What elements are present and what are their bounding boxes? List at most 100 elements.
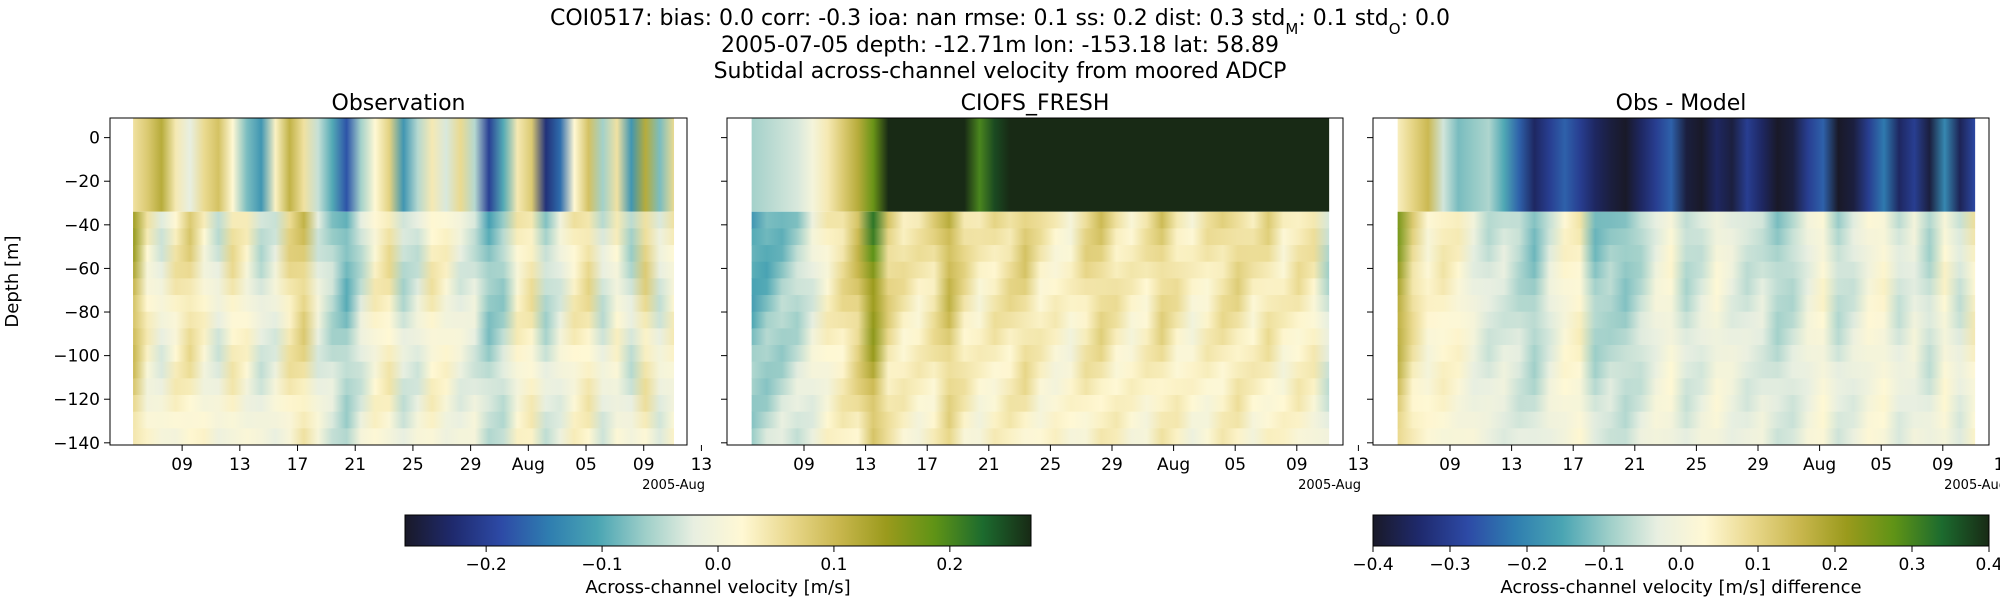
x-tick-label: 17 bbox=[1562, 455, 1584, 475]
heatmap-layer bbox=[133, 295, 675, 313]
heatmap-layer bbox=[751, 395, 1330, 413]
x-tick-label: 13 bbox=[1348, 455, 1370, 475]
heatmap-upper-band bbox=[751, 118, 1330, 212]
heatmap-layer bbox=[133, 428, 675, 446]
heatmap-layer bbox=[133, 228, 675, 246]
x-offset-label: 2005-Aug bbox=[1944, 478, 2000, 493]
panel-title: CIOFS_FRESH bbox=[961, 91, 1110, 116]
heatmap-layer bbox=[751, 361, 1330, 379]
colorbar-label: Across-channel velocity [m/s] difference bbox=[1500, 577, 1861, 598]
x-tick-label: 09 bbox=[1286, 455, 1308, 475]
y-tick-label: −60 bbox=[64, 259, 100, 279]
y-tick-label: −100 bbox=[53, 347, 100, 367]
y-tick-label: 0 bbox=[89, 129, 100, 149]
x-tick-label: Aug bbox=[512, 455, 545, 475]
heatmap-layer bbox=[1397, 311, 1976, 329]
y-tick-label: −140 bbox=[53, 434, 100, 454]
panel-title: Observation bbox=[332, 91, 466, 116]
x-tick-label: 25 bbox=[402, 455, 424, 475]
axes-frame bbox=[1372, 117, 1990, 446]
figure-title-line1: COI0517: bias: 0.0 corr: -0.3 ioa: nan r… bbox=[550, 6, 1450, 38]
axes-frame bbox=[726, 117, 1344, 446]
heatmap-layer bbox=[133, 378, 675, 396]
y-tick-label: −40 bbox=[64, 216, 100, 236]
heatmap-layer bbox=[751, 211, 1330, 229]
colorbar-1: −0.2 −0.1 0.0 0.1 0.2 Across-channel velocity… bbox=[404, 514, 1032, 598]
heatmap-layer bbox=[751, 378, 1330, 396]
colorbar-gradient bbox=[404, 514, 1032, 547]
y-axis-label: Depth [m] bbox=[2, 235, 23, 327]
heatmap-layer bbox=[751, 311, 1330, 329]
colorbar-tick-label: 0.3 bbox=[1898, 555, 1925, 575]
colorbar-tick-label: −0.2 bbox=[466, 555, 507, 575]
heatmap-layer bbox=[751, 278, 1330, 296]
colorbar-tick-label: −0.1 bbox=[581, 555, 622, 575]
heatmap-layer bbox=[133, 328, 675, 346]
heatmap-layer bbox=[133, 361, 675, 379]
x-tick-label: 13 bbox=[1994, 455, 2000, 475]
panel-2: CIOFS_FRESH 09 13 17 21 25 29 Aug 05 09 13 2005-Aug bbox=[721, 91, 1369, 493]
y-tick-label: −120 bbox=[53, 390, 100, 410]
x-tick-label: 13 bbox=[855, 455, 877, 475]
heatmap-layer bbox=[1397, 411, 1976, 429]
heatmap-layer bbox=[751, 228, 1330, 246]
colorbar-tick-label: 0.1 bbox=[1744, 555, 1771, 575]
heatmap-layer bbox=[1397, 345, 1976, 363]
x-tick-label: 09 bbox=[633, 455, 655, 475]
heatmap-upper-band bbox=[133, 118, 675, 212]
heatmap-layer bbox=[133, 211, 675, 229]
heatmap-layer bbox=[133, 395, 675, 413]
panel-3: Obs - Model 09 13 17 21 25 29 Aug 05 09 13 2005-Aug bbox=[1367, 91, 2000, 493]
heatmap-layer bbox=[751, 295, 1330, 313]
x-tick-label: 13 bbox=[691, 455, 713, 475]
x-tick-label: 13 bbox=[1501, 455, 1523, 475]
heatmap-layer bbox=[751, 261, 1330, 279]
x-offset-label: 2005-Aug bbox=[642, 478, 705, 493]
x-tick-label: 09 bbox=[1932, 455, 1954, 475]
colorbar-2: −0.4 −0.3 −0.2 −0.1 0.0 0.1 0.2 0.3 0.4 Across-ch… bbox=[1352, 514, 2000, 598]
x-tick-label: 25 bbox=[1040, 455, 1062, 475]
x-tick-label: 13 bbox=[229, 455, 251, 475]
heatmap-layer bbox=[751, 328, 1330, 346]
x-tick-label: 17 bbox=[287, 455, 309, 475]
heatmap-upper-band bbox=[1397, 118, 1976, 212]
colorbar-tick-label: −0.3 bbox=[1429, 555, 1470, 575]
x-tick-label: 21 bbox=[1624, 455, 1646, 475]
x-tick-label: Aug bbox=[1157, 455, 1190, 475]
heatmap-layer bbox=[1397, 278, 1976, 296]
heatmap-layer bbox=[751, 345, 1330, 363]
y-tick-label: −20 bbox=[64, 172, 100, 192]
heatmap-layer bbox=[1397, 228, 1976, 246]
panel-title: Obs - Model bbox=[1616, 91, 1747, 116]
figure-title-line2: 2005-07-05 depth: -12.71m lon: -153.18 l… bbox=[721, 33, 1279, 58]
colorbar-tick-label: 0.0 bbox=[1667, 555, 1694, 575]
figure-title-line3: Subtidal across-channel velocity from mo… bbox=[714, 59, 1287, 84]
colorbar-tick-label: 0.4 bbox=[1975, 555, 2000, 575]
colorbar-tick-label: −0.4 bbox=[1352, 555, 1393, 575]
colorbar-tick-label: 0.2 bbox=[1821, 555, 1848, 575]
x-tick-label: 05 bbox=[575, 455, 597, 475]
heatmap-layer bbox=[1397, 378, 1976, 396]
x-tick-label: 05 bbox=[1224, 455, 1246, 475]
heatmap-layer bbox=[751, 411, 1330, 429]
colorbar-tick-label: 0.2 bbox=[936, 555, 963, 575]
x-tick-label: 17 bbox=[916, 455, 938, 475]
x-tick-label: 29 bbox=[1101, 455, 1123, 475]
colorbar-tick-label: −0.2 bbox=[1506, 555, 1547, 575]
x-tick-label: 29 bbox=[460, 455, 482, 475]
x-tick-label: 09 bbox=[171, 455, 193, 475]
heatmap-layer bbox=[133, 261, 675, 279]
x-tick-label: 25 bbox=[1686, 455, 1708, 475]
axes-frame bbox=[109, 117, 688, 446]
colorbar-tick-label: 0.1 bbox=[820, 555, 847, 575]
heatmap-layer bbox=[751, 428, 1330, 446]
x-tick-label: Aug bbox=[1803, 455, 1836, 475]
heatmap-layer bbox=[1397, 361, 1976, 379]
panel-1: Observation 0 −20 −40 −60 −80 −100 −120 −140 Dept… bbox=[2, 91, 712, 493]
colorbar-tick-label: −0.1 bbox=[1583, 555, 1624, 575]
heatmap-layer bbox=[751, 245, 1330, 263]
colorbar-label: Across-channel velocity [m/s] bbox=[585, 577, 850, 598]
x-tick-label: 09 bbox=[793, 455, 815, 475]
heatmap-layer bbox=[133, 245, 675, 263]
